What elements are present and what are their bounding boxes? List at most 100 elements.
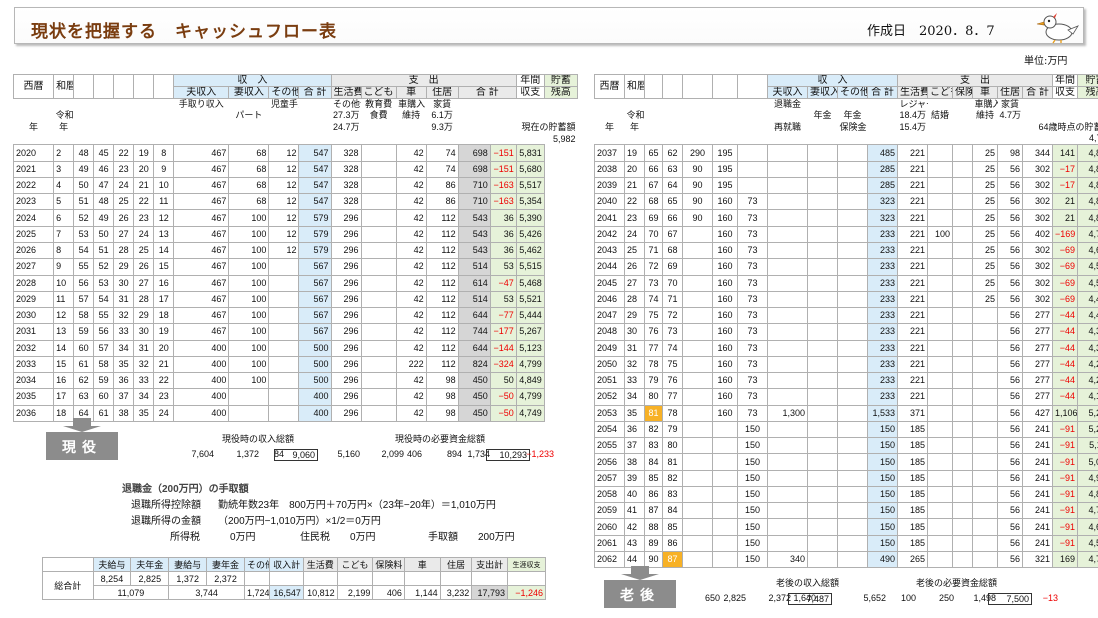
table-cell: 5,521 [515, 290, 545, 309]
table-cell: 25 [972, 225, 998, 243]
table-cell [682, 323, 713, 341]
working-summary-row: 7,604 1,372 84 9,060 5,160 2,099 406 894 1,734 10… [0, 449, 600, 461]
table-cell [927, 193, 953, 211]
table-cell: 2048 [594, 323, 625, 341]
table-cell [837, 160, 868, 178]
table-cell [927, 485, 953, 504]
column-label: 24.7万 [333, 121, 360, 132]
table-cell: 75 [644, 307, 663, 325]
table-cell: 12 [53, 307, 75, 325]
resident-tax-value: 0万円 [350, 532, 376, 543]
current-savings-value: 4,749 [1088, 133, 1098, 144]
table-cell: 296 [330, 372, 362, 390]
table-cell: 4,877 [1077, 193, 1098, 211]
table-cell: −69 [1052, 290, 1078, 309]
table-cell: −69 [1052, 258, 1078, 276]
table-cell [972, 453, 998, 471]
table-cell: 467 [173, 258, 230, 276]
table-cell [713, 133, 738, 145]
table-cell: 150 [867, 518, 898, 536]
summary-value: 250 [938, 593, 954, 603]
table-cell: 221 [897, 258, 928, 276]
unit-label: 単位:万円 [1024, 56, 1068, 67]
column-label [74, 99, 94, 111]
column-header: 残高 [1077, 86, 1098, 99]
current-savings-row: 4,749 [595, 133, 1098, 145]
table-cell: 2051 [594, 372, 625, 390]
column-label [174, 122, 229, 134]
table-cell [837, 144, 868, 162]
table-cell: 79 [662, 420, 683, 439]
table-cell: 241 [1022, 518, 1053, 536]
table-cell: 296 [330, 307, 362, 325]
table-cell: 65 [662, 193, 683, 211]
retired-need-total-label: 老後の必要資金総額 [916, 578, 998, 588]
table-cell: 31 [624, 339, 645, 357]
table-cell [73, 74, 95, 99]
table-cell: 53 [73, 225, 95, 243]
table-cell: 73 [737, 339, 768, 357]
table-cell: 5,515 [515, 258, 545, 276]
table-cell: 5,204 [1077, 420, 1098, 439]
table-cell: 25 [624, 241, 645, 260]
table-cell [712, 437, 738, 455]
retirement-deduction-text: 勤続年数23年 800万円＋70万円×（23年−20年）＝1,010万円 [218, 500, 496, 511]
table-cell [767, 502, 808, 520]
table-cell: 41 [624, 502, 645, 520]
table-cell: 112 [425, 225, 459, 243]
table-cell: 4,749 [1077, 502, 1098, 520]
table-cell: −44 [1052, 355, 1078, 374]
table-cell: −69 [1052, 274, 1078, 292]
table-cell: 150 [737, 469, 768, 487]
table-cell: 90 [682, 160, 713, 178]
table-cell: 98 [997, 144, 1023, 162]
column-label [1023, 99, 1053, 111]
table-cell: 56 [997, 225, 1023, 243]
table-cell: −47 [489, 274, 517, 292]
table-cell: 2042 [594, 225, 625, 243]
table-cell: 9 [153, 160, 175, 178]
table-cell [268, 307, 300, 325]
table-cell: 35 [113, 355, 135, 374]
table-cell: 233 [867, 274, 898, 292]
table-cell [228, 404, 270, 422]
table-cell: 42 [624, 518, 645, 536]
table-cell [927, 502, 953, 520]
column-label [490, 110, 516, 122]
column-label [808, 99, 838, 111]
column-header: 住居 [997, 86, 1023, 99]
resident-tax-label: 住民税 [300, 532, 330, 543]
column-label [683, 99, 713, 111]
column-header: 年間 [515, 74, 545, 87]
table-cell: 100 [228, 307, 270, 325]
table-cell: 85 [644, 469, 663, 487]
table-cell [807, 193, 838, 211]
table-cell: 56 [73, 274, 95, 292]
total-header: 夫給与 [92, 557, 132, 572]
table-cell: 185 [897, 534, 928, 553]
table-cell [807, 274, 838, 292]
table-cell: 160 [712, 323, 738, 341]
column-label [998, 122, 1023, 134]
table-cell: 56 [997, 355, 1023, 374]
table-cell [767, 420, 808, 439]
table-cell: 46 [93, 160, 115, 178]
total-cell: 1,372 [168, 571, 208, 586]
table-cell: 160 [712, 258, 738, 276]
column-label [625, 99, 645, 111]
table-cell: 2058 [594, 485, 625, 504]
table-cell [807, 225, 838, 243]
table-cell: 233 [867, 258, 898, 276]
table-cell: 18 [153, 307, 175, 325]
current-savings-label: 現在の貯蓄額 [521, 121, 576, 132]
table-cell: 42 [395, 274, 427, 292]
table-cell: 16 [53, 372, 75, 390]
summary-value: 2,372 [768, 593, 791, 603]
table-cell: 150 [867, 437, 898, 455]
table-cell: 58 [93, 355, 115, 374]
table-cell [927, 307, 953, 325]
table-cell: 19 [153, 323, 175, 341]
table-cell [837, 176, 868, 195]
